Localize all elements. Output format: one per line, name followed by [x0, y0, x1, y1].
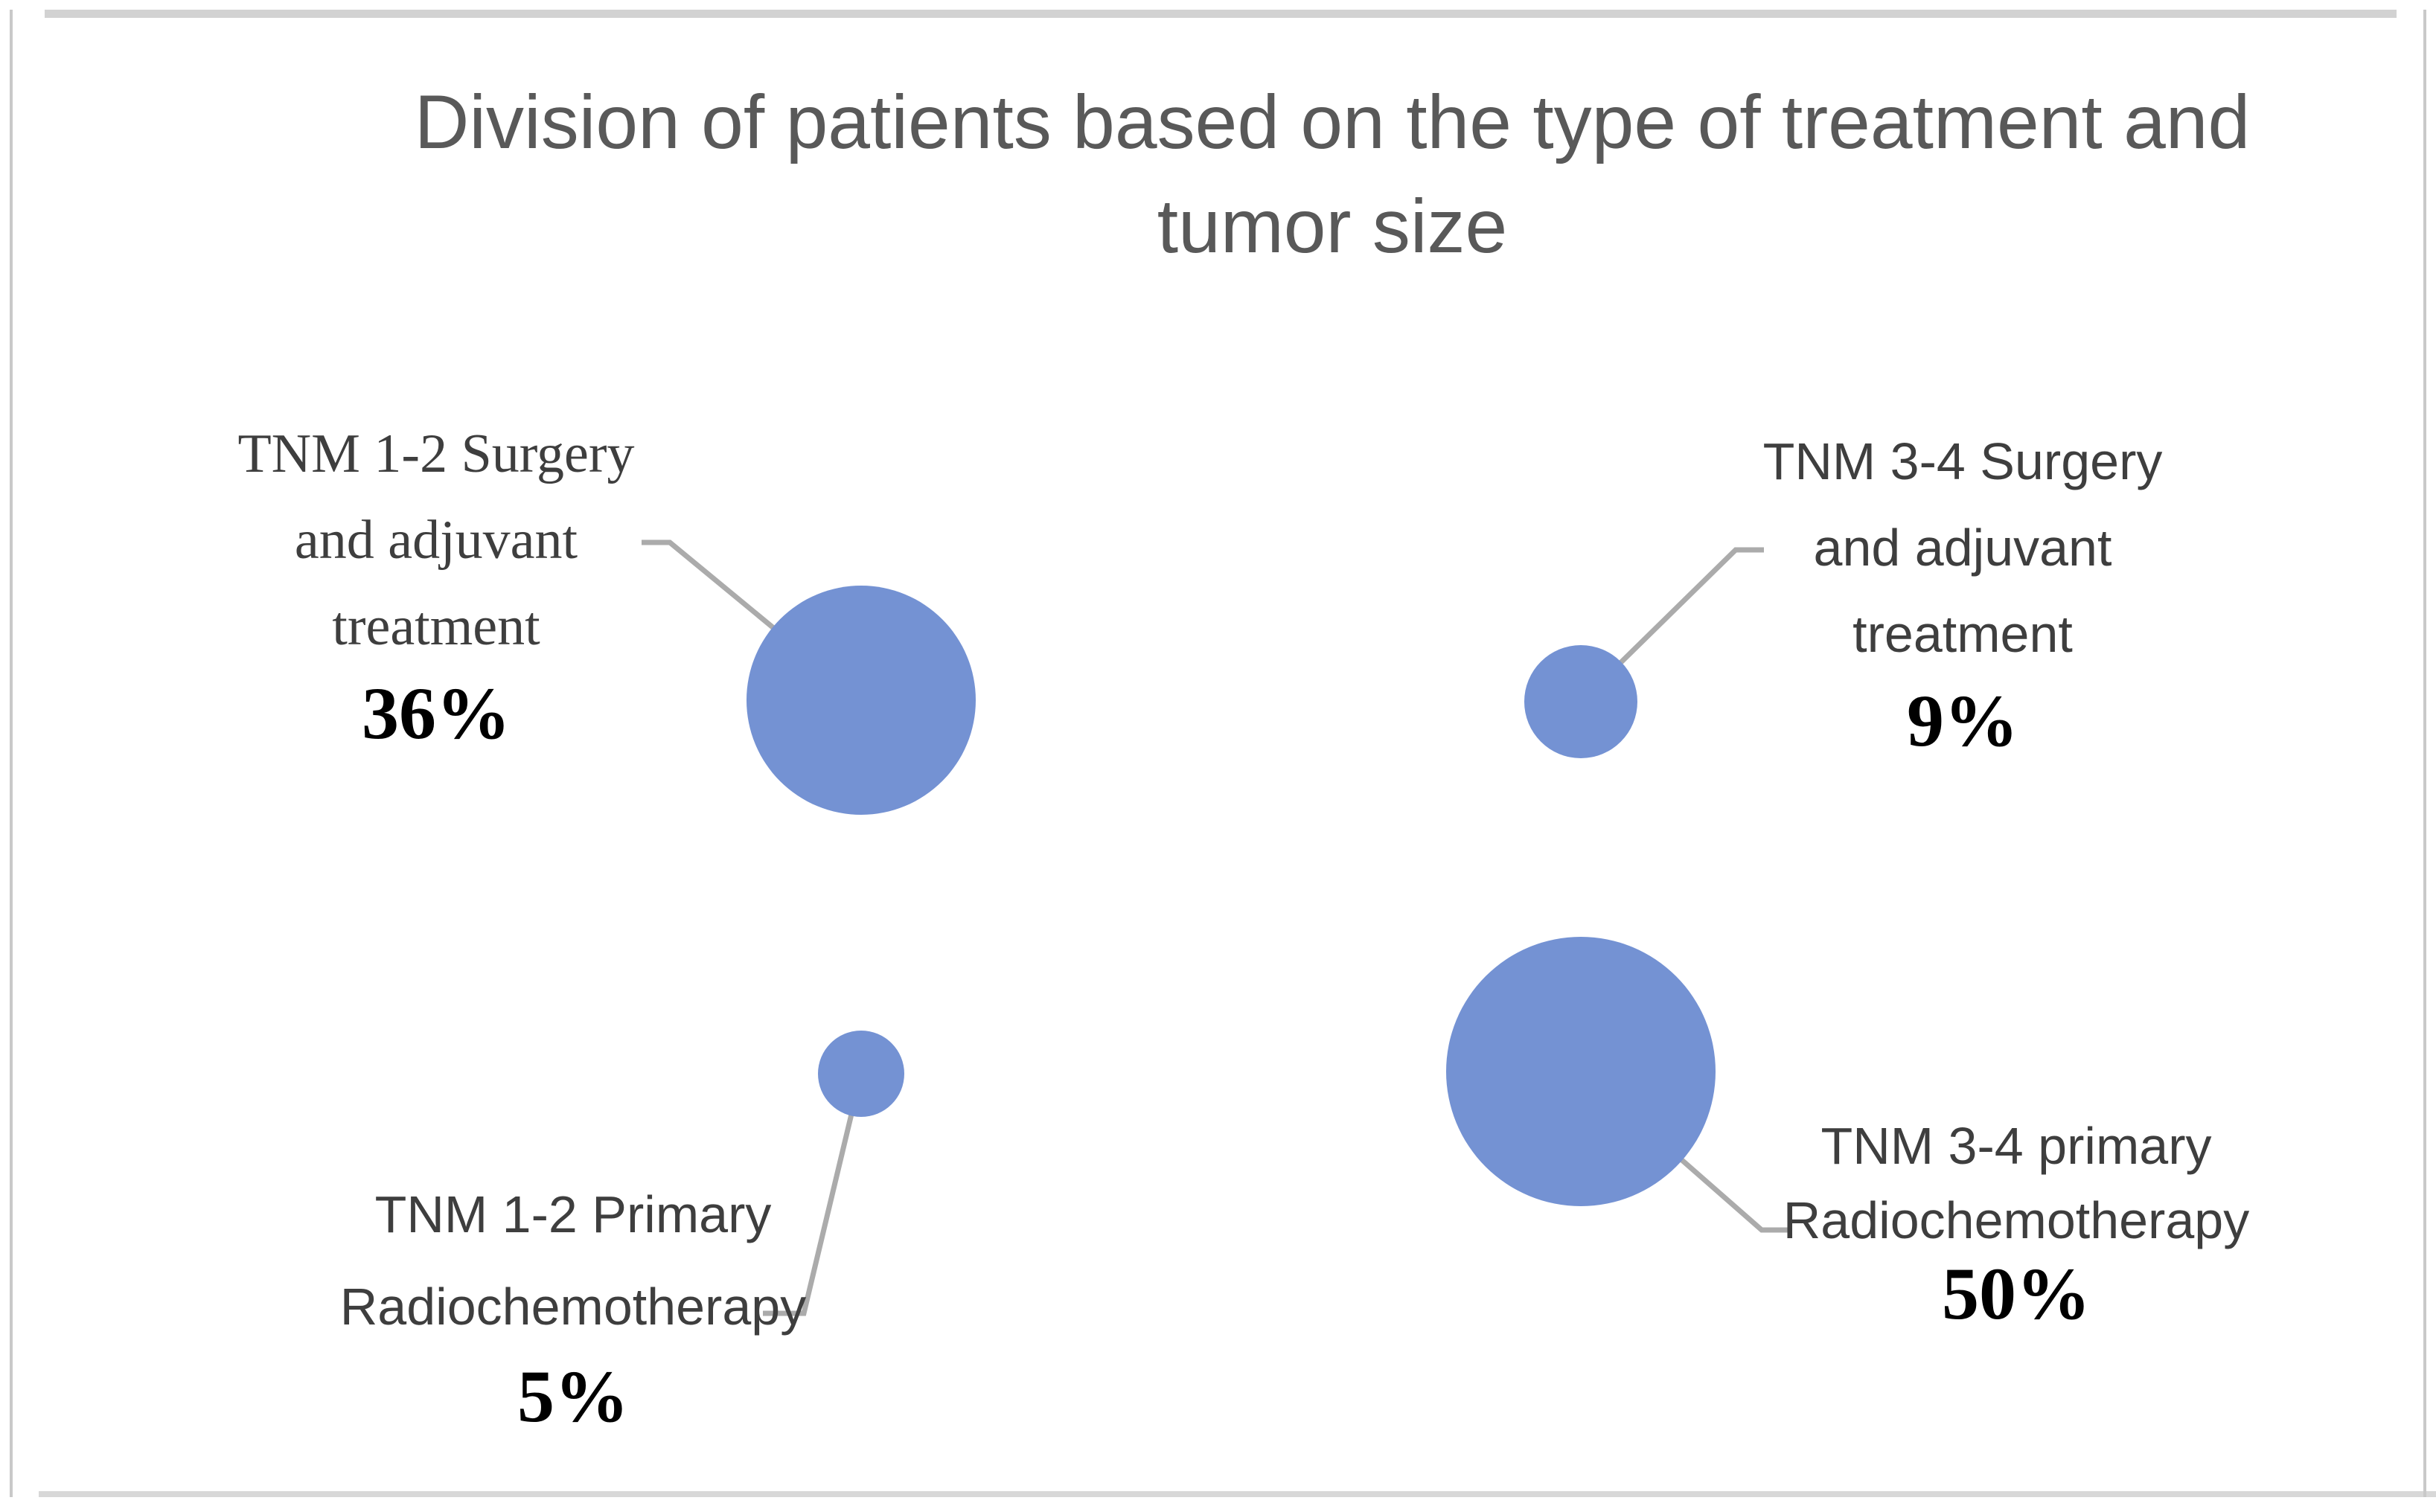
label-line: and adjuvant [1813, 519, 2112, 577]
label-line: treatment [1852, 605, 2073, 663]
chart-title: Division of patients based on the type o… [216, 70, 2436, 278]
chart-title-line-2: tumor size [1157, 184, 1508, 269]
chart-title-line-1: Division of patients based on the type o… [414, 80, 2251, 164]
figure-frame-left [10, 10, 13, 1497]
label-line: TNM 1-2 Primary [374, 1185, 772, 1243]
label-tnm34-surgery: TNM 3-4 Surgery and adjuvant treatment 9… [1702, 418, 2223, 765]
leader-line-tnm12-radiochemo [763, 1073, 864, 1316]
label-line: and adjuvant [294, 510, 578, 571]
figure-frame-top [45, 10, 2397, 18]
bubble-tnm12-radiochemo [818, 1031, 904, 1117]
label-line: Radiochemotherapy [339, 1278, 807, 1336]
bubble-tnm34-radiochemo [1446, 937, 1716, 1206]
label-tnm12-surgery: TNM 1-2 Surgery and adjuvant treatment 3… [176, 411, 697, 757]
label-line: TNM 3-4 Surgery [1762, 432, 2163, 490]
label-tnm34-radiochemo: TNM 3-4 primary Radiochemotherapy 50% [1756, 1109, 2277, 1338]
label-line: Radiochemotherapy [1783, 1191, 2250, 1249]
label-line: TNM 3-4 primary [1820, 1117, 2212, 1175]
bubble-tnm12-surgery [747, 586, 976, 815]
figure-frame-bottom [39, 1491, 2436, 1497]
label-line: TNM 1-2 Surgery [237, 423, 635, 484]
leader-line-tnm34-surgery [1579, 547, 1764, 704]
figure-frame-right [2423, 10, 2426, 1497]
percent-value: 5% [517, 1355, 629, 1438]
percent-value: 50% [1942, 1252, 2091, 1335]
percent-value: 36% [362, 672, 511, 755]
label-line: treatment [332, 596, 540, 657]
bubble-tnm34-surgery [1524, 645, 1637, 758]
label-tnm12-radiochemo: TNM 1-2 Primary Radiochemotherapy 5% [313, 1168, 834, 1441]
percent-value: 9% [1907, 679, 2018, 762]
